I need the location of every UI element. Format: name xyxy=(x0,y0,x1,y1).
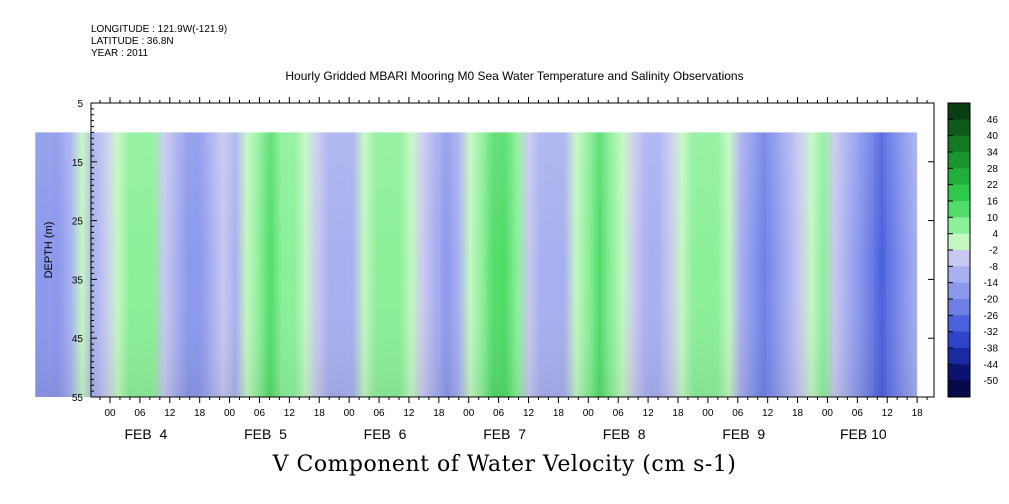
year-label: YEAR : 2011 xyxy=(91,48,149,59)
colorbar: 46 40 34 28 22 16 10 4 -2 -8 -14 -20 -26 -32 -38 -44 -50 xyxy=(947,102,999,398)
x-hour-label: 12 xyxy=(762,408,774,419)
colorbar-swatch xyxy=(948,184,970,202)
x-hour-label: 06 xyxy=(373,408,385,419)
colorbar-label: -32 xyxy=(984,327,999,338)
x-day-label: FEB 7 xyxy=(483,426,526,442)
colorbar-label: -14 xyxy=(984,278,999,289)
colorbar-label: -38 xyxy=(984,344,999,355)
colorbar-label: 10 xyxy=(987,213,999,224)
colorbar-swatch xyxy=(948,315,970,333)
x-hour-label: 12 xyxy=(284,408,296,419)
x-hour-label: 12 xyxy=(403,408,415,419)
longitude-label: LONGITUDE : 121.9W(-121.9) xyxy=(91,24,228,35)
x-hour-label: 06 xyxy=(613,408,625,419)
x-hour-label: 18 xyxy=(433,408,445,419)
colorbar-swatch xyxy=(948,168,970,186)
x-day-label: FEB 10 xyxy=(840,426,887,442)
x-hour-label: 06 xyxy=(852,408,864,419)
colorbar-label: -20 xyxy=(984,295,999,306)
colorbar-label: 46 xyxy=(987,115,999,126)
x-hour-label: 18 xyxy=(912,408,924,419)
x-hour-label: 00 xyxy=(822,408,834,419)
colorbar-swatch xyxy=(948,233,970,251)
x-day-label: FEB 9 xyxy=(722,426,765,442)
colorbar-swatch xyxy=(948,250,970,267)
x-hour-label: 00 xyxy=(583,408,595,419)
colorbar-label: -26 xyxy=(984,311,999,322)
colorbar-swatch xyxy=(948,119,970,137)
colorbar-label: -50 xyxy=(984,376,999,387)
plot-area xyxy=(35,132,918,397)
colorbar-swatch xyxy=(948,135,970,153)
latitude-label: LATITUDE : 36.8N xyxy=(91,36,174,47)
y-tick-label: 45 xyxy=(72,334,84,345)
colorbar-swatch xyxy=(948,299,970,316)
colorbar-label: 22 xyxy=(987,180,999,191)
colorbar-label: 34 xyxy=(987,148,999,159)
x-hour-label: 12 xyxy=(882,408,894,419)
colorbar-swatch xyxy=(948,380,970,398)
x-hour-label: 06 xyxy=(134,408,146,419)
x-day-label: FEB 6 xyxy=(364,426,407,442)
colorbar-swatch xyxy=(948,217,970,235)
colorbar-swatch xyxy=(948,348,970,365)
x-hour-label: 18 xyxy=(194,408,206,419)
y-tick-label: 5 xyxy=(77,99,83,110)
x-hour-label: 00 xyxy=(104,408,116,419)
hourly-streaks xyxy=(49,132,888,397)
colorbar-label: 4 xyxy=(992,229,998,240)
x-hour-label: 12 xyxy=(643,408,655,419)
x-hour-label: 18 xyxy=(553,408,565,419)
colorbar-label: -2 xyxy=(989,246,998,257)
y-tick-label: 35 xyxy=(72,275,84,286)
colorbar-swatch xyxy=(948,201,970,218)
x-day-label: FEB 4 xyxy=(124,426,167,442)
colorbar-swatch xyxy=(948,266,970,284)
chart-caption: V Component of Water Velocity (cm s-1) xyxy=(272,452,737,477)
x-hour-label: 12 xyxy=(164,408,176,419)
y-tick-label: 15 xyxy=(72,158,84,169)
colorbar-swatch xyxy=(948,103,970,120)
colorbar-swatch xyxy=(948,282,970,300)
colorbar-label: -44 xyxy=(984,360,999,371)
x-day-label: FEB 8 xyxy=(603,426,646,442)
colorbar-label: 16 xyxy=(987,197,999,208)
colorbar-label: 28 xyxy=(987,164,999,175)
y-tick-label: 55 xyxy=(72,393,84,404)
x-hour-label: 00 xyxy=(702,408,714,419)
axes: 5 15 25 35 45 55 DEPTH (m) 00 06 12 18 00 06 12 18 00 06… xyxy=(43,97,935,442)
x-hour-label: 00 xyxy=(224,408,236,419)
x-hour-label: 18 xyxy=(672,408,684,419)
x-hour-label: 06 xyxy=(732,408,744,419)
x-hour-label: 18 xyxy=(314,408,326,419)
x-hour-label: 00 xyxy=(344,408,356,419)
x-hour-label: 00 xyxy=(463,408,475,419)
colorbar-swatch xyxy=(948,364,970,382)
colorbar-label: -8 xyxy=(989,262,998,273)
x-hour-label: 06 xyxy=(493,408,505,419)
chart-title: Hourly Gridded MBARI Mooring M0 Sea Wate… xyxy=(285,69,744,83)
x-hour-label: 06 xyxy=(254,408,266,419)
x-hour-label: 18 xyxy=(792,408,804,419)
plot-metadata: LONGITUDE : 121.9W(-121.9) LATITUDE : 36… xyxy=(91,24,227,60)
x-hour-label: 12 xyxy=(523,408,535,419)
colorbar-label: 40 xyxy=(987,131,999,142)
colorbar-swatch xyxy=(948,152,970,169)
velocity-field-shading xyxy=(35,132,918,397)
x-day-label: FEB 5 xyxy=(244,426,287,442)
colorbar-swatch xyxy=(948,331,970,349)
y-axis-label: DEPTH (m) xyxy=(43,222,55,279)
y-tick-label: 25 xyxy=(72,217,84,228)
